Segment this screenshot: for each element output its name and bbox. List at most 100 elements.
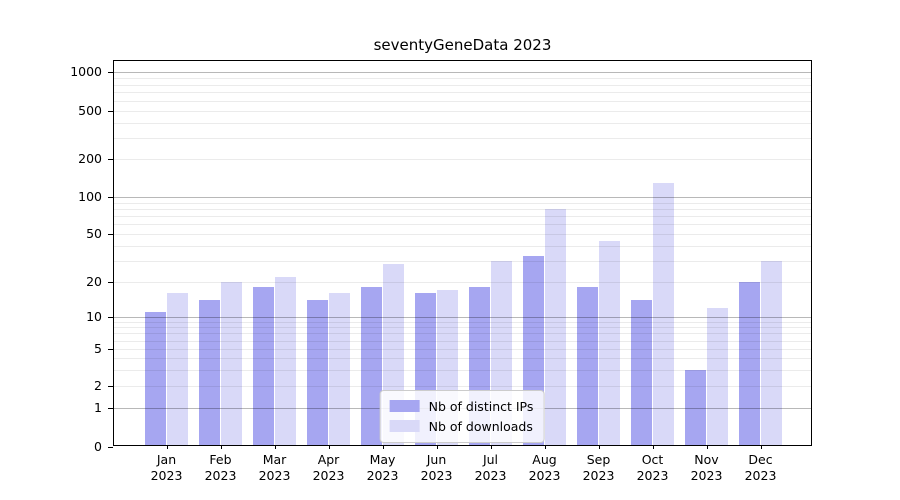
y-tick-mark — [108, 197, 113, 198]
y-tick-mark — [108, 408, 113, 409]
minor-gridline — [114, 340, 811, 342]
legend-label-distinct-ips: Nb of distinct IPs — [428, 398, 534, 414]
bar-downloads — [328, 293, 351, 445]
x-tick-mark — [598, 445, 600, 449]
minor-gridline — [114, 202, 811, 204]
bar-distinct-ips — [198, 300, 221, 445]
legend: Nb of distinct IPs Nb of downloads — [379, 390, 545, 443]
bar-downloads — [652, 182, 675, 445]
x-tick-mark — [760, 445, 762, 449]
y-tick-mark — [108, 386, 113, 387]
x-tick-label: Dec 2023 — [744, 452, 777, 483]
minor-gridline — [114, 245, 811, 247]
minor-gridline — [114, 282, 811, 283]
x-tick-mark — [328, 445, 330, 449]
minor-gridline — [114, 260, 811, 262]
x-tick-mark — [274, 445, 276, 449]
x-tick-label: Jun 2023 — [420, 452, 453, 483]
x-tick-mark — [382, 445, 384, 449]
bar-distinct-ips — [738, 282, 761, 445]
x-tick-label: Apr 2023 — [312, 452, 345, 483]
bar-downloads — [706, 307, 729, 445]
minor-gridline — [114, 100, 811, 102]
legend-label-downloads: Nb of downloads — [428, 418, 533, 434]
x-tick-mark — [436, 445, 438, 449]
legend-swatch-distinct-ips — [389, 400, 420, 412]
y-tick-label: 20 — [86, 274, 102, 289]
y-tick-label: 500 — [78, 103, 102, 118]
y-tick-label: 200 — [78, 151, 102, 166]
y-tick-mark — [108, 72, 113, 73]
minor-gridline — [114, 111, 811, 112]
legend-swatch-downloads — [389, 420, 420, 432]
x-tick-mark — [544, 445, 546, 449]
bar-distinct-ips — [684, 369, 707, 445]
bar-downloads — [544, 208, 567, 445]
y-tick-mark — [108, 159, 113, 160]
x-tick-label: May 2023 — [366, 452, 399, 483]
plot-area: Jan 2023 Feb 2023 Mar 2023 Apr 2023 May 2023… — [70, 60, 812, 483]
x-tick-mark — [490, 445, 492, 449]
minor-gridline — [114, 92, 811, 94]
minor-gridline — [114, 122, 811, 124]
legend-item-distinct-ips: Nb of distinct IPs — [389, 396, 534, 416]
y-tick-mark — [108, 111, 113, 112]
x-tick-mark — [706, 445, 708, 449]
x-tick-label: Jul 2023 — [474, 452, 507, 483]
minor-gridline — [114, 208, 811, 210]
x-tick-label: Jan 2023 — [150, 452, 183, 483]
y-tick-label: 2 — [94, 378, 102, 393]
bar-distinct-ips — [576, 287, 599, 445]
bar-downloads — [760, 260, 783, 445]
minor-gridline — [114, 327, 811, 329]
major-gridline — [114, 197, 811, 198]
y-tick-label: 1 — [94, 400, 102, 415]
y-tick-mark — [108, 317, 113, 318]
bar-distinct-ips — [630, 300, 653, 445]
x-tick-mark — [652, 445, 654, 449]
minor-gridline — [114, 224, 811, 226]
y-tick-mark — [108, 349, 113, 350]
minor-gridline — [114, 333, 811, 335]
bar-distinct-ips — [306, 300, 329, 445]
x-tick-label: Mar 2023 — [258, 452, 291, 483]
bar-downloads — [598, 240, 621, 445]
minor-gridline — [114, 386, 811, 387]
bar-downloads — [220, 282, 243, 445]
x-tick-label: Oct 2023 — [636, 452, 669, 483]
minor-gridline — [114, 234, 811, 235]
minor-gridline — [114, 369, 811, 371]
minor-gridline — [114, 77, 811, 79]
y-tick-label: 100 — [78, 189, 102, 204]
y-tick-label: 1000 — [70, 64, 102, 79]
y-tick-mark — [108, 234, 113, 235]
x-tick-label: Feb 2023 — [204, 452, 237, 483]
minor-gridline — [114, 159, 811, 160]
x-tick-mark — [166, 445, 168, 449]
y-tick-mark — [108, 282, 113, 283]
minor-gridline — [114, 84, 811, 86]
legend-item-downloads: Nb of downloads — [389, 416, 534, 436]
bar-distinct-ips — [252, 287, 275, 445]
chart-title: seventyGeneData 2023 — [373, 36, 552, 54]
minor-gridline — [114, 349, 811, 350]
x-tick-label: Nov 2023 — [690, 452, 723, 483]
minor-gridline — [114, 321, 811, 323]
bar-distinct-ips — [144, 312, 167, 445]
minor-gridline — [114, 137, 811, 139]
bar-distinct-ips — [360, 287, 383, 445]
x-tick-label: Aug 2023 — [528, 452, 561, 483]
major-gridline — [114, 317, 811, 318]
major-gridline — [114, 72, 811, 73]
minor-gridline — [114, 216, 811, 218]
minor-gridline — [114, 358, 811, 359]
bar-downloads — [274, 277, 297, 445]
y-tick-label: 50 — [86, 226, 102, 241]
x-tick-mark — [220, 445, 222, 449]
y-tick-label: 10 — [86, 309, 102, 324]
y-tick-label: 5 — [94, 341, 102, 356]
bar-downloads — [166, 293, 189, 445]
y-tick-mark — [108, 447, 113, 448]
y-tick-label: 0 — [94, 439, 102, 454]
